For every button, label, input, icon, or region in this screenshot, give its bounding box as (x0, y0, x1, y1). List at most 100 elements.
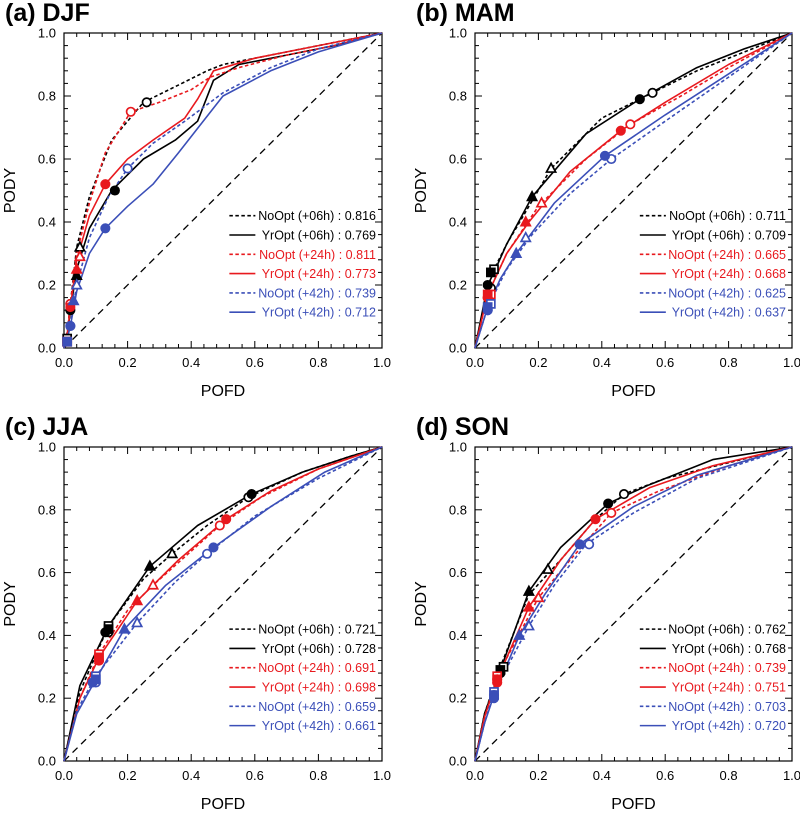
marker-circle (100, 223, 111, 234)
marker-circle (87, 677, 98, 688)
marker-circle (100, 627, 111, 638)
legend-label-6: YrOpt (+42h) : 0.712 (262, 306, 376, 320)
marker-circle (100, 179, 111, 190)
y-tick-label: 0.2 (38, 278, 56, 293)
x-tick-label: 0.8 (309, 355, 327, 370)
marker-circle (492, 677, 503, 688)
x-tick-label: 0.4 (593, 355, 611, 370)
legend-label-5: NoOpt (+42h) : 0.659 (258, 700, 376, 714)
y-tick-label: 0.8 (38, 502, 56, 517)
marker-triangle (535, 196, 548, 208)
panel-title: (a) DJF (5, 0, 90, 27)
legend-label-3: NoOpt (+24h) : 0.665 (668, 248, 786, 262)
marker-triangle (541, 562, 554, 574)
y-axis-label: PODY (2, 581, 19, 627)
plot-frame (63, 446, 383, 762)
y-tick-label: 0.4 (449, 628, 467, 643)
marker-circle (125, 106, 136, 117)
marker-circle (584, 539, 595, 550)
legend-label-5: NoOpt (+42h) : 0.703 (668, 700, 786, 714)
marker-triangle (522, 584, 535, 596)
roc-curve-6 (474, 446, 793, 762)
x-tick-label: 0.2 (529, 768, 547, 783)
marker-circle (221, 514, 232, 525)
y-tick-label: 0.8 (38, 89, 56, 104)
x-tick-label: 1.0 (783, 355, 800, 370)
roc-panel-2: (b) MAM 0.0 0.2 0.4 0.6 0.8 1.0 0.0 0.2 0.4 0.6 0.8… (413, 0, 800, 400)
roc-curve-4 (63, 446, 383, 762)
marker-circle (202, 548, 213, 559)
x-tick-label: 1.0 (373, 768, 391, 783)
marker-circle (606, 507, 617, 518)
marker-circle (141, 97, 152, 108)
legend-label-2: YrOpt (+06h) : 0.709 (672, 229, 786, 243)
marker-triangle (73, 240, 86, 252)
legend-label-2: YrOpt (+06h) : 0.768 (672, 642, 786, 656)
marker-triangle (526, 189, 539, 202)
legend-label-1: NoOpt (+06h) : 0.816 (258, 209, 376, 223)
marker-triangle (131, 594, 144, 606)
marker-circle (482, 279, 493, 291)
y-tick-label: 0.6 (449, 152, 467, 167)
marker-triangle (519, 215, 532, 227)
legend-label-6: YrOpt (+42h) : 0.637 (672, 306, 786, 320)
marker-circle (65, 320, 76, 331)
legend-label-1: NoOpt (+06h) : 0.762 (668, 623, 786, 637)
x-axis-label: POFD (201, 383, 245, 400)
marker-circle (488, 693, 500, 704)
legend-label-5: NoOpt (+42h) : 0.625 (668, 286, 786, 300)
plot-frame (474, 446, 793, 762)
marker-triangle (67, 293, 80, 306)
x-tick-label: 0.8 (720, 355, 738, 370)
legend-label-4: YrOpt (+24h) : 0.668 (672, 267, 786, 281)
x-tick-label: 0.4 (182, 768, 200, 783)
roc-curve-4 (474, 32, 793, 349)
y-tick-label: 1.0 (38, 26, 56, 41)
x-axis-label: POFD (611, 796, 655, 813)
y-tick-label: 0.0 (38, 341, 56, 356)
x-tick-label: 0.0 (466, 768, 484, 783)
y-tick-label: 0.4 (38, 215, 56, 230)
legend-label-3: NoOpt (+24h) : 0.691 (258, 661, 376, 675)
roc-curve-2 (63, 446, 383, 762)
marker-circle (590, 514, 601, 525)
legend: NoOpt (+06h) : 0.721 YrOpt (+06h) : 0.728… (229, 623, 376, 733)
marker-circle (647, 87, 658, 98)
roc-panel-4: (d) SON 0.0 0.2 0.4 0.6 0.8 1.0 0.0 0.2 0.4 0.6 0.8… (413, 413, 800, 813)
y-tick-label: 0.6 (38, 565, 56, 580)
x-tick-label: 0.8 (309, 768, 327, 783)
marker-triangle (545, 161, 558, 173)
marker-triangle (510, 246, 523, 258)
no-skill-diagonal (474, 446, 793, 762)
panel-title: (b) MAM (416, 0, 515, 27)
roc-curve-2 (474, 32, 793, 349)
x-tick-label: 0.2 (119, 768, 137, 783)
y-tick-label: 1.0 (38, 440, 56, 455)
plot-frame (474, 32, 793, 349)
legend: NoOpt (+06h) : 0.711 YrOpt (+06h) : 0.709… (639, 209, 786, 320)
marker-triangle (131, 616, 144, 628)
legend-label-1: NoOpt (+06h) : 0.721 (258, 623, 376, 637)
marker-circle (246, 489, 257, 500)
x-tick-label: 0.6 (246, 768, 264, 783)
x-tick-label: 1.0 (373, 355, 391, 370)
marker-circle (603, 498, 614, 509)
marker-circle (618, 489, 630, 500)
marker-triangle (147, 578, 160, 590)
x-tick-label: 0.6 (656, 768, 674, 783)
marker-triangle (166, 546, 179, 559)
marker-circle (109, 185, 120, 196)
marker-circle (599, 150, 611, 161)
marker-circle (574, 539, 585, 550)
y-tick-label: 0.0 (38, 754, 56, 769)
y-tick-label: 0.2 (38, 691, 56, 706)
legend-label-3: NoOpt (+24h) : 0.739 (668, 661, 786, 675)
marker-triangle (522, 600, 535, 612)
panel-title: (d) SON (416, 413, 509, 441)
y-tick-label: 0.8 (449, 502, 467, 517)
marker-circle (214, 520, 225, 531)
legend-label-5: NoOpt (+42h) : 0.739 (258, 286, 376, 300)
x-tick-label: 0.2 (529, 355, 547, 370)
x-tick-label: 0.0 (55, 355, 73, 370)
